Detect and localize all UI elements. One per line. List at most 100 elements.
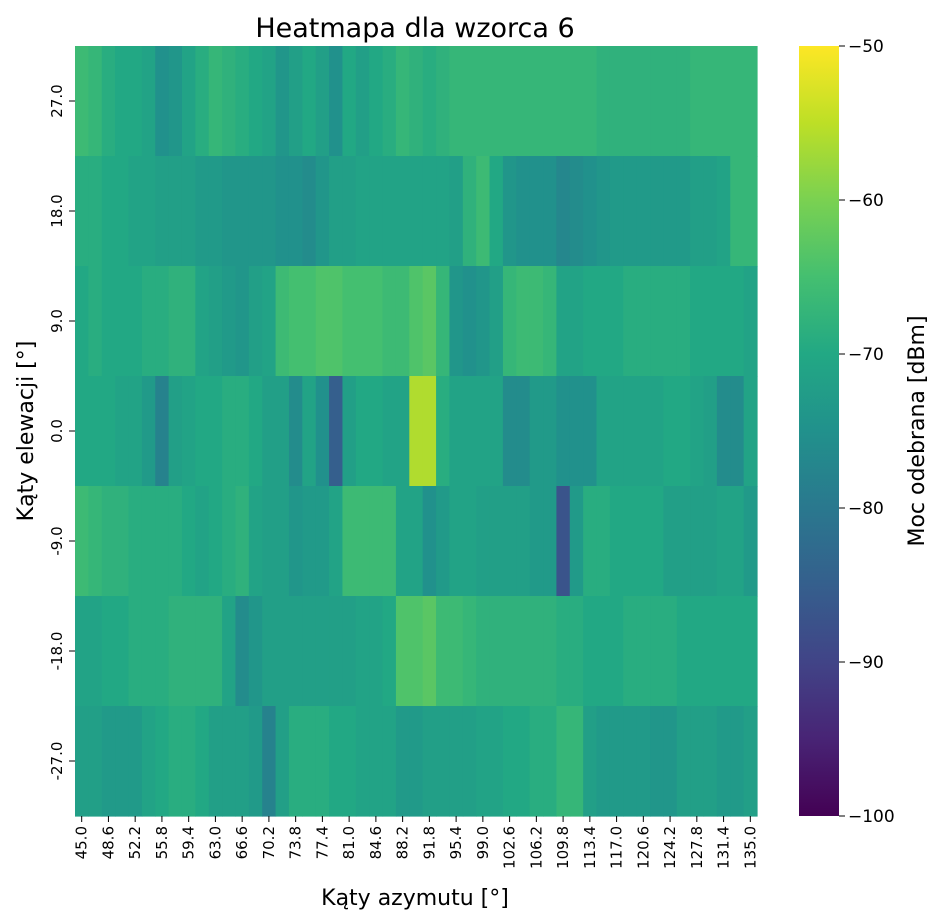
heatmap-cell	[516, 596, 530, 707]
heatmap-cell	[409, 266, 423, 377]
heatmap-cell	[663, 156, 677, 267]
heatmap-cell	[342, 596, 356, 707]
heatmap-cell	[704, 376, 718, 487]
heatmap-cell	[276, 486, 290, 597]
heatmap-cell	[276, 266, 290, 377]
heatmap-cell	[142, 706, 156, 817]
heatmap-cell	[142, 266, 156, 377]
heatmap-cell	[262, 596, 276, 707]
heatmap-cell	[195, 46, 209, 157]
heatmap-cell	[690, 156, 704, 267]
heatmap-cell	[316, 706, 330, 817]
heatmap-cell	[249, 376, 263, 487]
heatmap-cell	[276, 596, 290, 707]
heatmap-cell	[503, 486, 517, 597]
heatmap-cell	[637, 46, 651, 157]
heatmap-cell	[503, 376, 517, 487]
heatmap-cell	[570, 376, 584, 487]
heatmap-cell	[142, 156, 156, 267]
heatmap-cell	[730, 596, 744, 707]
heatmap-cell	[463, 376, 477, 487]
colorbar	[799, 46, 839, 816]
heatmap-cell	[128, 486, 142, 597]
heatmap-cell	[369, 596, 383, 707]
heatmap-cell	[195, 486, 209, 597]
heatmap-cell	[690, 376, 704, 487]
heatmap-cell	[704, 596, 718, 707]
heatmap-cell	[623, 706, 637, 817]
heatmap-cells	[75, 46, 758, 817]
heatmap-cell	[342, 156, 356, 267]
heatmap-cell	[369, 706, 383, 817]
heatmap-cell	[235, 46, 249, 157]
heatmap-cell	[182, 266, 196, 377]
heatmap-cell	[128, 46, 142, 157]
heatmap-cell	[195, 376, 209, 487]
heatmap-cell	[436, 486, 450, 597]
heatmap-cell	[115, 706, 129, 817]
heatmap-cell	[704, 706, 718, 817]
heatmap-cell	[75, 706, 89, 817]
heatmap-cell	[316, 46, 330, 157]
heatmap-cell	[369, 46, 383, 157]
heatmap-cell	[409, 486, 423, 597]
heatmap-cell	[249, 46, 263, 157]
heatmap-cell	[744, 596, 758, 707]
heatmap-cell	[195, 596, 209, 707]
heatmap-cell	[570, 596, 584, 707]
heatmap-cell	[583, 486, 597, 597]
heatmap-cell	[543, 706, 557, 817]
heatmap-cell	[650, 266, 664, 377]
heatmap-cell	[556, 706, 570, 817]
heatmap-cell	[195, 266, 209, 377]
heatmap-cell	[329, 266, 343, 377]
heatmap-cell	[276, 706, 290, 817]
heatmap-cell	[102, 266, 116, 377]
heatmap-cell	[262, 46, 276, 157]
heatmap-cell	[677, 486, 691, 597]
heatmap-cell	[449, 156, 463, 267]
heatmap-cell	[409, 706, 423, 817]
heatmap-cell	[409, 156, 423, 267]
y-axis-label: Kąty elewacji [°]	[14, 341, 39, 522]
heatmap-cell	[369, 486, 383, 597]
heatmap-cell	[316, 596, 330, 707]
heatmap-cell	[650, 46, 664, 157]
heatmap-cell	[396, 376, 410, 487]
y-tick-label: -9.0	[48, 526, 66, 555]
heatmap-cell	[744, 266, 758, 377]
heatmap-cell	[102, 156, 116, 267]
heatmap-cell	[342, 46, 356, 157]
heatmap-cell	[182, 156, 196, 267]
heatmap-cell	[610, 596, 624, 707]
heatmap-cell	[329, 486, 343, 597]
heatmap-cell	[677, 596, 691, 707]
heatmap-cell	[436, 266, 450, 377]
y-tick-label: 0.0	[48, 419, 66, 443]
heatmap-cell	[650, 706, 664, 817]
heatmap-cell	[423, 376, 437, 487]
heatmap-cell	[516, 46, 530, 157]
heatmap-cell	[610, 46, 624, 157]
heatmap-cell	[182, 706, 196, 817]
heatmap-cell	[356, 486, 370, 597]
heatmap-cell	[289, 46, 303, 157]
y-tick-label: 18.0	[48, 194, 66, 227]
heatmap-cell	[209, 46, 223, 157]
x-tick-label: 70.2	[260, 826, 278, 859]
heatmap-cell	[342, 266, 356, 377]
heatmap-cell	[356, 706, 370, 817]
heatmap-cell	[182, 596, 196, 707]
heatmap-cell	[677, 266, 691, 377]
x-tick-label: 52.2	[126, 826, 144, 859]
heatmap-cell	[369, 266, 383, 377]
heatmap-cell	[744, 486, 758, 597]
heatmap-cell	[249, 486, 263, 597]
heatmap-cell	[449, 596, 463, 707]
y-tick-label: 27.0	[48, 84, 66, 117]
heatmap-cell	[289, 266, 303, 377]
heatmap-cell	[155, 46, 169, 157]
heatmap-cell	[730, 706, 744, 817]
colorbar-tick-label: −90	[848, 653, 884, 673]
colorbar-ticks: −50 −60 −70 −80 −90 −100	[839, 37, 895, 827]
